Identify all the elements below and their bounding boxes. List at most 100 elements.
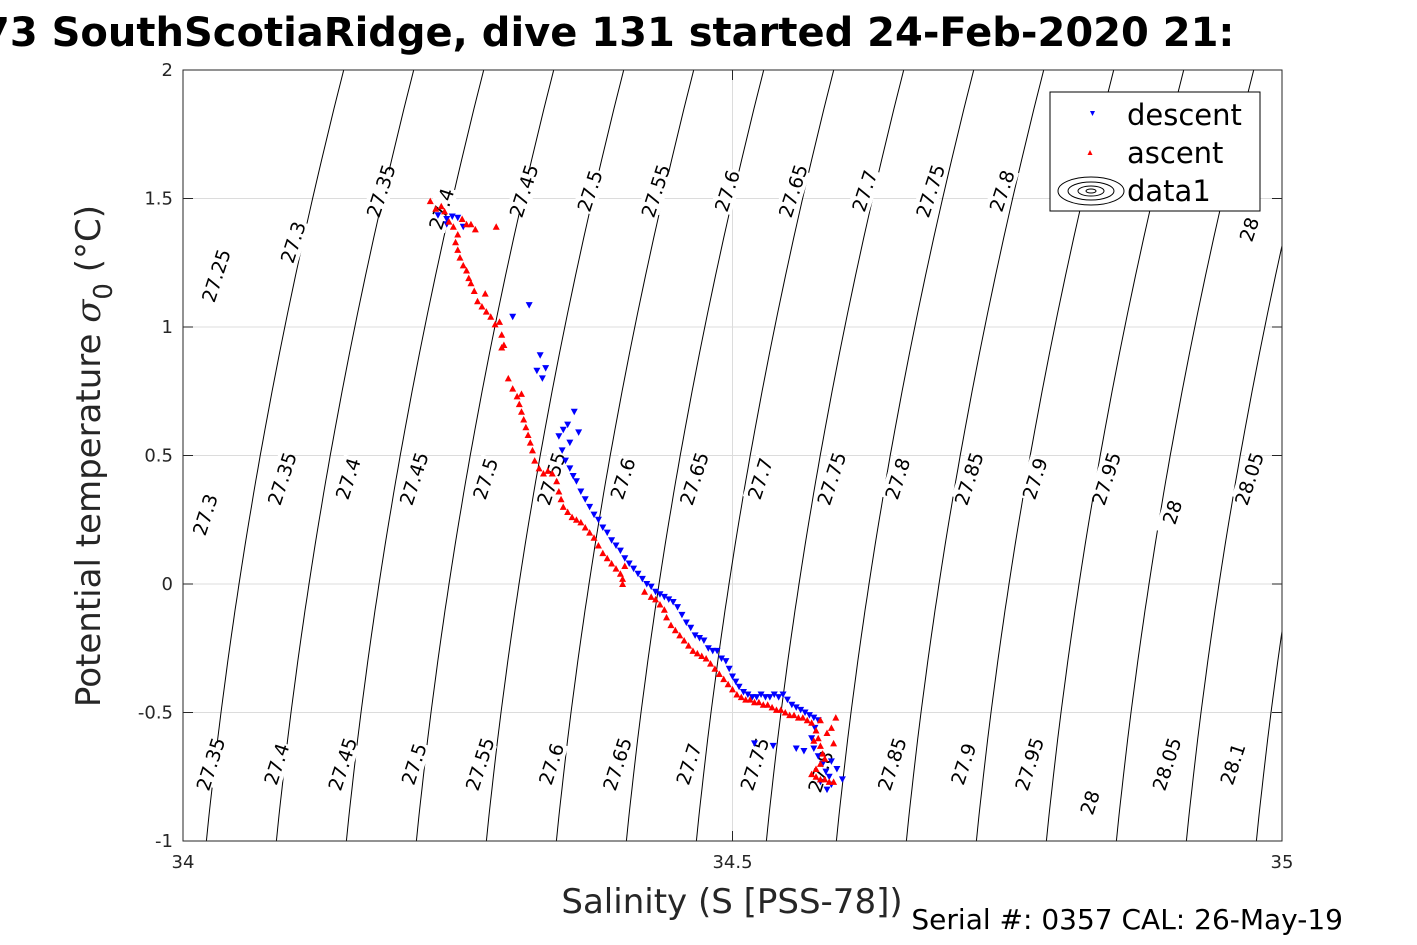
contour-label-bg xyxy=(984,166,1020,216)
descent-point xyxy=(448,213,456,220)
ascent-point xyxy=(498,331,506,338)
contour-label-bg xyxy=(330,454,366,503)
ascent-point xyxy=(685,642,693,649)
ascent-point xyxy=(781,709,789,716)
descent-point xyxy=(555,433,563,440)
ascent-point xyxy=(487,313,495,320)
contour-label-bg xyxy=(363,166,399,216)
chart-title: 73 SouthScotiaRidge, dive 131 started 24… xyxy=(0,10,1234,56)
descent-point xyxy=(700,637,708,645)
ascent-point xyxy=(693,649,701,657)
descent-point xyxy=(638,575,646,583)
contour-label-bg xyxy=(1231,454,1267,503)
ascent-point xyxy=(742,696,750,703)
x-axis-label: Salinity (S [PSS-78]) xyxy=(561,882,902,922)
ascent-point xyxy=(599,549,607,557)
contour-label-bg xyxy=(946,739,981,789)
ascent-point xyxy=(819,750,827,757)
legend-descent-label: descent xyxy=(1127,98,1242,132)
ascent-point xyxy=(517,408,525,415)
ascent-point xyxy=(481,290,489,297)
descent-point xyxy=(722,658,730,665)
descent-point xyxy=(713,647,721,655)
ascent-point xyxy=(568,513,576,521)
isopycnal-line xyxy=(1326,70,1417,841)
ascent-point xyxy=(594,541,602,549)
ascent-point xyxy=(821,775,829,783)
contour-label-bg xyxy=(533,454,569,503)
ascent-point xyxy=(458,215,466,223)
descent-point xyxy=(810,745,818,752)
descent-point xyxy=(561,457,569,465)
descent-point xyxy=(643,581,651,588)
contour-label-bg xyxy=(1088,454,1124,503)
contour-label-bg xyxy=(533,739,569,789)
descent-point xyxy=(625,560,633,567)
descent-point xyxy=(810,714,818,722)
contour-label-bg xyxy=(467,454,503,503)
descent-point xyxy=(575,429,583,436)
contour-label-bg xyxy=(605,454,640,503)
ascent-point xyxy=(759,701,767,708)
contour-label-bg xyxy=(671,739,706,789)
ascent-point xyxy=(478,302,486,310)
descent-point xyxy=(744,691,752,699)
descent-point xyxy=(709,647,717,655)
ascent-point xyxy=(680,637,688,644)
y-tick-label: 1 xyxy=(162,317,173,338)
ascent-point xyxy=(553,477,561,485)
ascent-point xyxy=(459,261,467,269)
density-contour-labels: 27.2527.327.3527.427.4527.527.5527.627.6… xyxy=(187,162,1269,827)
contour-label-bg xyxy=(676,454,712,503)
descent-point xyxy=(753,694,761,701)
x-tick-label: 34 xyxy=(172,852,195,873)
ascent-point xyxy=(816,742,824,749)
descent-point xyxy=(814,753,822,760)
isopycnal-line xyxy=(1396,70,1417,841)
ascent-point xyxy=(641,588,649,595)
contour-label-bg xyxy=(193,739,228,789)
serial-cal-info: Serial #: 0357 CAL: 26-May-19 xyxy=(911,903,1343,936)
contour-label-bg xyxy=(737,739,772,789)
ascent-point xyxy=(689,647,697,654)
ascent-point xyxy=(449,223,457,230)
ascent-point xyxy=(482,308,490,315)
ascent-point xyxy=(509,385,517,392)
descent-point xyxy=(792,704,800,711)
ascent-point xyxy=(528,446,536,454)
descent-point xyxy=(630,565,638,573)
ascent-point xyxy=(814,734,822,742)
ascent-point xyxy=(517,390,525,397)
ascent-point xyxy=(707,660,715,667)
contour-label-bg xyxy=(275,217,311,267)
ascent-point xyxy=(698,652,706,659)
ascent-point xyxy=(619,575,627,582)
ascent-point xyxy=(586,529,594,536)
descent-point xyxy=(739,688,747,696)
ascent-point xyxy=(711,665,719,672)
descent-point xyxy=(652,588,660,596)
descent-point xyxy=(509,313,517,321)
descent-point xyxy=(559,426,567,434)
ascent-point xyxy=(470,287,478,295)
ascent-point xyxy=(426,197,434,205)
descent-point xyxy=(594,516,602,524)
ascent-point xyxy=(772,706,780,713)
ascent-point xyxy=(539,469,547,477)
ascent-point xyxy=(555,487,563,495)
ascent-point xyxy=(445,218,453,225)
ascent-point xyxy=(663,613,671,621)
ascent-point xyxy=(660,606,668,613)
descent-point xyxy=(616,547,624,555)
descent-point xyxy=(533,367,541,375)
y-tick-label: 1.5 xyxy=(144,189,173,210)
ascent-point xyxy=(520,416,528,423)
descent-point xyxy=(581,496,589,503)
ascent-point xyxy=(581,523,589,531)
contour-label-bg xyxy=(913,166,948,216)
x-tick-label: 35 xyxy=(1271,852,1294,873)
ascent-point xyxy=(827,724,835,731)
ascent-point xyxy=(548,469,556,477)
descent-point xyxy=(732,678,740,686)
descent-point xyxy=(801,709,809,716)
